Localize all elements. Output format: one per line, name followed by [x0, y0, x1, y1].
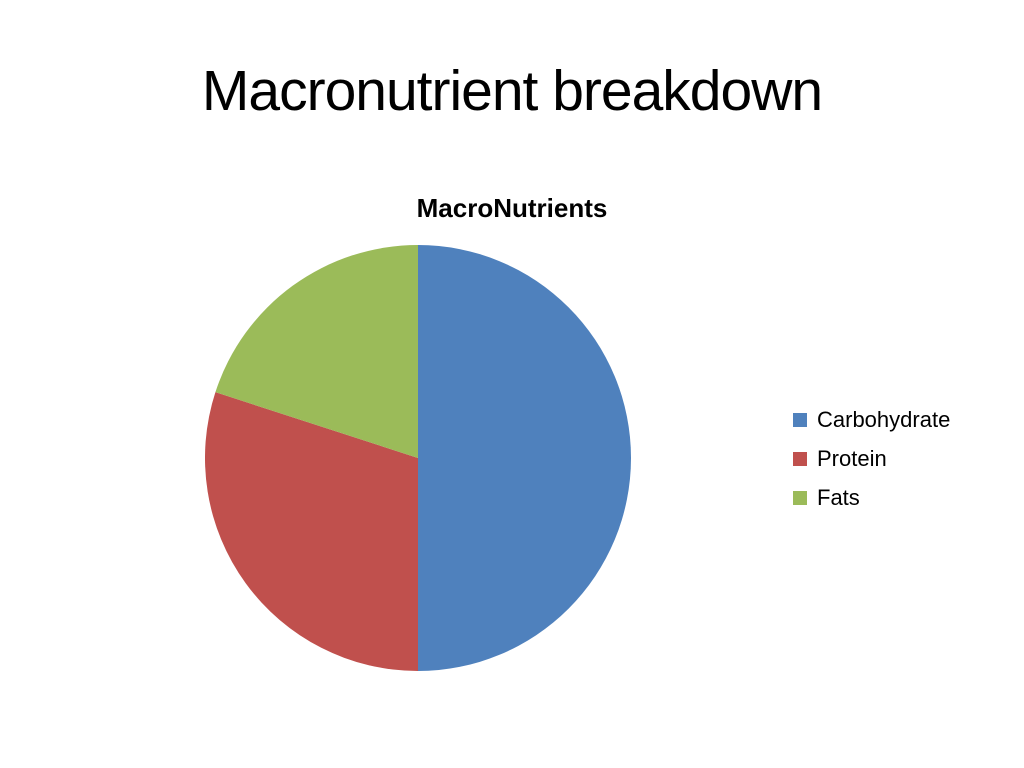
chart-title: MacroNutrients	[416, 193, 608, 223]
pie-slice-carbohydrate	[418, 245, 631, 671]
legend-swatch-fats	[793, 490, 807, 505]
legend-label: Protein	[817, 445, 887, 471]
legend-item-fats: Fats	[793, 478, 950, 517]
chart-legend: Carbohydrate Protein Fats	[793, 400, 950, 517]
pie-slice-protein	[205, 392, 418, 671]
slide-title: Macronutrient breakdown	[201, 59, 823, 123]
pie-chart	[205, 245, 631, 671]
legend-item-protein: Protein	[793, 439, 950, 478]
pie-slice-fats	[215, 245, 418, 458]
legend-swatch-carbohydrate	[793, 412, 807, 427]
legend-swatch-protein	[793, 451, 807, 466]
legend-item-carbohydrate: Carbohydrate	[793, 400, 950, 439]
legend-label: Fats	[817, 484, 860, 510]
legend-label: Carbohydrate	[817, 406, 951, 432]
